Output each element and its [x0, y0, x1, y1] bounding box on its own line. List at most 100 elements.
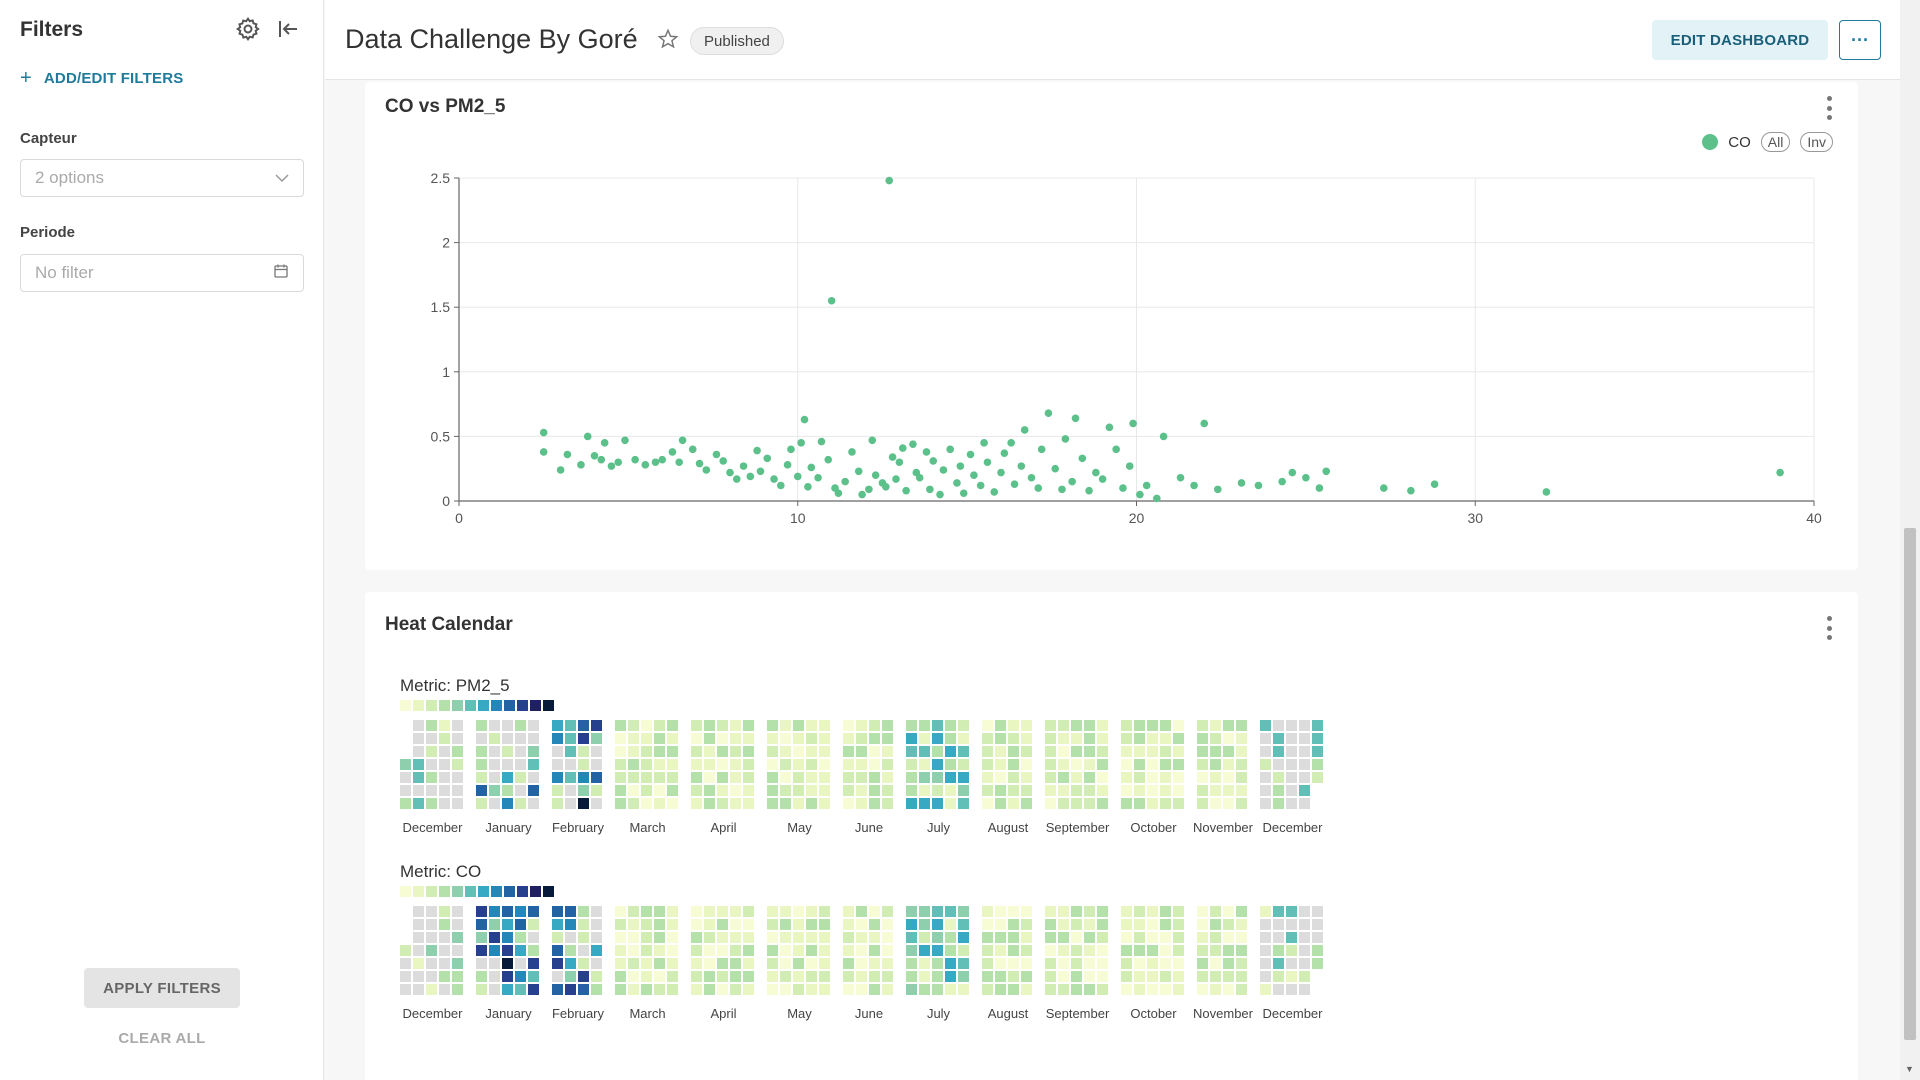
calendar-day-cell[interactable] [1058, 971, 1069, 982]
calendar-day-cell[interactable] [578, 772, 589, 783]
calendar-day-cell[interactable] [1058, 746, 1069, 757]
scatter-point[interactable] [909, 440, 917, 448]
calendar-day-cell[interactable] [528, 759, 539, 770]
calendar-day-cell[interactable] [730, 984, 741, 995]
scatter-point[interactable] [848, 448, 856, 456]
calendar-day-cell[interactable] [654, 984, 665, 995]
calendar-day-cell[interactable] [439, 772, 450, 783]
calendar-day-cell[interactable] [1260, 932, 1271, 943]
calendar-day-cell[interactable] [1173, 759, 1184, 770]
calendar-day-cell[interactable] [1197, 798, 1208, 809]
scatter-point[interactable] [631, 455, 639, 464]
calendar-day-cell[interactable] [1286, 746, 1297, 757]
scatter-point[interactable] [1288, 468, 1297, 477]
calendar-day-cell[interactable] [982, 945, 993, 956]
calendar-day-cell[interactable] [919, 932, 930, 943]
calendar-day-cell[interactable] [515, 971, 526, 982]
calendar-day-cell[interactable] [1160, 906, 1171, 917]
scatter-point[interactable] [1379, 484, 1388, 492]
calendar-day-cell[interactable] [767, 746, 778, 757]
calendar-day-cell[interactable] [400, 958, 411, 969]
calendar-day-cell[interactable] [1121, 932, 1132, 943]
calendar-day-cell[interactable] [1021, 919, 1032, 930]
calendar-day-cell[interactable] [743, 746, 754, 757]
calendar-day-cell[interactable] [1299, 720, 1310, 731]
calendar-day-cell[interactable] [641, 984, 652, 995]
calendar-day-cell[interactable] [502, 733, 513, 744]
calendar-day-cell[interactable] [1071, 919, 1082, 930]
calendar-day-cell[interactable] [856, 759, 867, 770]
calendar-day-cell[interactable] [1197, 759, 1208, 770]
calendar-day-cell[interactable] [426, 906, 437, 917]
scroll-down-arrow[interactable]: ▼ [1905, 1064, 1914, 1074]
calendar-day-cell[interactable] [869, 932, 880, 943]
scatter-point[interactable] [688, 445, 697, 454]
calendar-day-cell[interactable] [1021, 759, 1032, 770]
calendar-day-cell[interactable] [1021, 971, 1032, 982]
calendar-day-cell[interactable] [1312, 772, 1323, 783]
calendar-day-cell[interactable] [691, 785, 702, 796]
calendar-day-cell[interactable] [489, 746, 500, 757]
scatter-point[interactable] [1322, 467, 1330, 476]
legend-invert[interactable]: Inv [1800, 132, 1833, 152]
calendar-day-cell[interactable] [641, 919, 652, 930]
calendar-day-cell[interactable] [819, 971, 830, 982]
calendar-day-cell[interactable] [1160, 733, 1171, 744]
calendar-day-cell[interactable] [413, 932, 424, 943]
calendar-day-cell[interactable] [476, 798, 487, 809]
calendar-day-cell[interactable] [426, 919, 437, 930]
calendar-day-cell[interactable] [919, 919, 930, 930]
calendar-day-cell[interactable] [1097, 746, 1108, 757]
calendar-day-cell[interactable] [1173, 906, 1184, 917]
calendar-day-cell[interactable] [1121, 798, 1132, 809]
calendar-day-cell[interactable] [945, 759, 956, 770]
calendar-day-cell[interactable] [1160, 720, 1171, 731]
calendar-day-cell[interactable] [1312, 746, 1323, 757]
calendar-day-cell[interactable] [1058, 945, 1069, 956]
calendar-day-cell[interactable] [995, 932, 1006, 943]
calendar-day-cell[interactable] [591, 772, 602, 783]
scatter-point[interactable] [1153, 494, 1161, 503]
calendar-day-cell[interactable] [578, 798, 589, 809]
calendar-day-cell[interactable] [1312, 919, 1323, 930]
scatter-point[interactable] [702, 466, 711, 474]
calendar-day-cell[interactable] [628, 733, 639, 744]
calendar-day-cell[interactable] [1071, 971, 1082, 982]
calendar-day-cell[interactable] [452, 720, 463, 731]
calendar-day-cell[interactable] [439, 919, 450, 930]
scatter-point[interactable] [834, 489, 843, 498]
calendar-day-cell[interactable] [628, 720, 639, 731]
scatter-point[interactable] [719, 457, 728, 465]
calendar-day-cell[interactable] [958, 906, 969, 917]
calendar-day-cell[interactable] [869, 733, 880, 744]
scatter-point[interactable] [1071, 414, 1080, 423]
calendar-day-cell[interactable] [1058, 919, 1069, 930]
calendar-day-cell[interactable] [793, 984, 804, 995]
calendar-day-cell[interactable] [704, 919, 715, 930]
scatter-point[interactable] [1007, 439, 1015, 447]
scatter-point[interactable] [926, 485, 934, 494]
calendar-day-cell[interactable] [1236, 772, 1247, 783]
calendar-day-cell[interactable] [906, 720, 917, 731]
calendar-day-cell[interactable] [806, 720, 817, 731]
calendar-day-cell[interactable] [1223, 958, 1234, 969]
calendar-day-cell[interactable] [628, 971, 639, 982]
scatter-point[interactable] [817, 437, 826, 446]
calendar-day-cell[interactable] [1236, 785, 1247, 796]
calendar-day-cell[interactable] [717, 772, 728, 783]
calendar-day-cell[interactable] [856, 906, 867, 917]
calendar-day-cell[interactable] [819, 919, 830, 930]
calendar-day-cell[interactable] [1260, 720, 1271, 731]
calendar-day-cell[interactable] [515, 746, 526, 757]
calendar-day-cell[interactable] [1045, 720, 1056, 731]
calendar-day-cell[interactable] [743, 733, 754, 744]
calendar-day-cell[interactable] [667, 733, 678, 744]
calendar-day-cell[interactable] [400, 971, 411, 982]
calendar-day-cell[interactable] [1134, 759, 1145, 770]
scatter-point[interactable] [1037, 445, 1046, 454]
calendar-day-cell[interactable] [1273, 984, 1284, 995]
calendar-day-cell[interactable] [1097, 733, 1108, 744]
calendar-day-cell[interactable] [780, 772, 791, 783]
calendar-day-cell[interactable] [1071, 759, 1082, 770]
calendar-day-cell[interactable] [615, 746, 626, 757]
